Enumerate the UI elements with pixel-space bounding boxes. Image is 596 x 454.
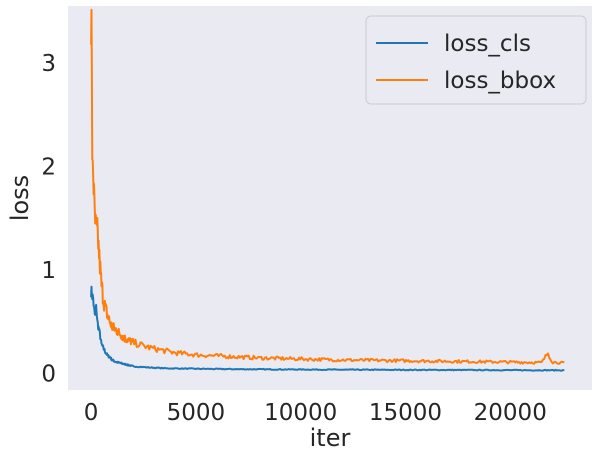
y-axis-label: loss [6,175,34,221]
x-tick-label: 20000 [474,400,547,426]
series-line-loss-bbox [90,8,565,365]
x-tick-label: 5000 [167,400,226,426]
y-tick-label: 2 [41,154,56,180]
y-tick-label: 3 [41,51,56,77]
y-tick-label: 0 [41,361,56,387]
y-tick-label: 1 [41,258,56,284]
x-tick-label: 15000 [369,400,442,426]
legend: loss_cls loss_bbox [365,15,587,105]
legend-box [365,15,587,105]
legend-label-loss-bbox: loss_bbox [444,68,556,94]
x-tick-label: 10000 [264,400,337,426]
legend-label-loss-cls: loss_cls [444,31,531,57]
x-tick-label: 0 [84,400,99,426]
series-line-loss-cls [90,285,565,372]
x-axis-label: iter [310,424,351,452]
